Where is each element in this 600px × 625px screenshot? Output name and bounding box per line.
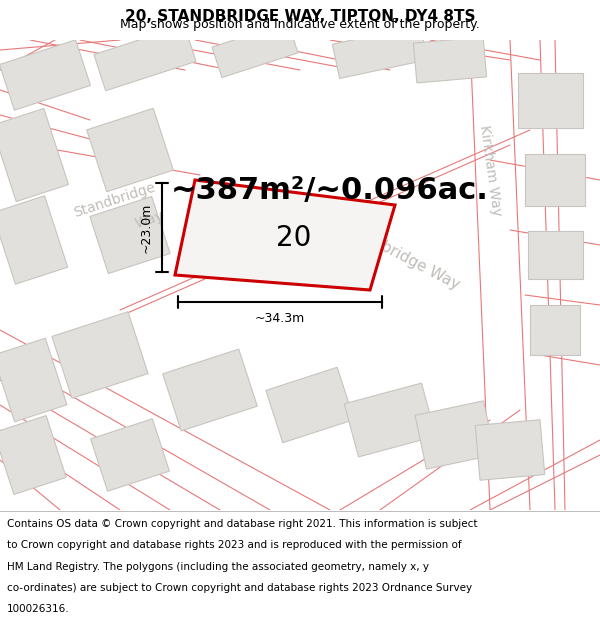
Polygon shape <box>90 196 170 274</box>
Text: Kirkham Way: Kirkham Way <box>476 124 503 216</box>
Polygon shape <box>212 22 298 78</box>
Polygon shape <box>525 154 585 206</box>
Polygon shape <box>94 25 196 91</box>
Polygon shape <box>266 368 354 442</box>
Polygon shape <box>415 401 495 469</box>
Text: 20: 20 <box>276 224 311 251</box>
Text: Way: Way <box>134 209 166 231</box>
Polygon shape <box>0 338 67 422</box>
Polygon shape <box>0 109 68 201</box>
Text: 20, STANDBRIDGE WAY, TIPTON, DY4 8TS: 20, STANDBRIDGE WAY, TIPTON, DY4 8TS <box>125 9 475 24</box>
Polygon shape <box>52 312 148 398</box>
Polygon shape <box>175 180 395 290</box>
Polygon shape <box>163 349 257 431</box>
Polygon shape <box>332 26 428 79</box>
Text: 100026316.: 100026316. <box>7 604 70 614</box>
Text: Standbridge Way: Standbridge Way <box>338 217 461 292</box>
Polygon shape <box>0 196 68 284</box>
Polygon shape <box>527 231 583 279</box>
Polygon shape <box>475 420 545 480</box>
Text: co-ordinates) are subject to Crown copyright and database rights 2023 Ordnance S: co-ordinates) are subject to Crown copyr… <box>7 583 472 593</box>
Text: ~387m²/~0.096ac.: ~387m²/~0.096ac. <box>171 176 489 204</box>
Text: ~23.0m: ~23.0m <box>139 202 152 252</box>
Text: Contains OS data © Crown copyright and database right 2021. This information is : Contains OS data © Crown copyright and d… <box>7 519 478 529</box>
Text: Standbridge: Standbridge <box>72 180 158 220</box>
Text: Map shows position and indicative extent of the property.: Map shows position and indicative extent… <box>120 18 480 31</box>
Polygon shape <box>0 416 66 494</box>
Text: to Crown copyright and database rights 2023 and is reproduced with the permissio: to Crown copyright and database rights 2… <box>7 541 462 551</box>
Polygon shape <box>86 108 173 192</box>
Polygon shape <box>517 72 583 127</box>
Polygon shape <box>91 419 169 491</box>
Polygon shape <box>530 305 580 355</box>
Polygon shape <box>344 383 436 457</box>
Text: ~34.3m: ~34.3m <box>255 311 305 324</box>
Polygon shape <box>0 40 91 110</box>
Polygon shape <box>413 37 487 83</box>
Text: HM Land Registry. The polygons (including the associated geometry, namely x, y: HM Land Registry. The polygons (includin… <box>7 562 429 572</box>
